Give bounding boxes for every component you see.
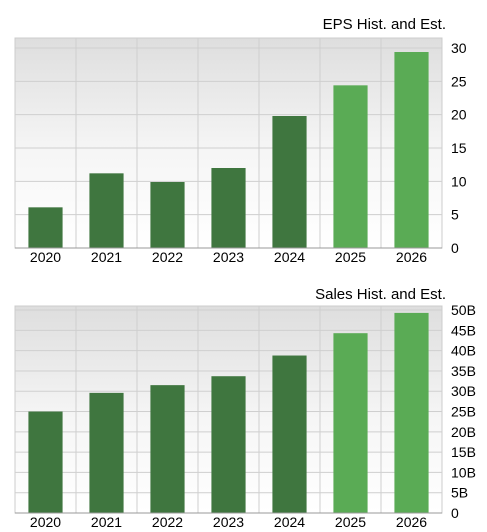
bar-2020: [28, 411, 63, 513]
y-tick-label: 20B: [451, 424, 476, 440]
y-tick-label: 25B: [451, 404, 476, 420]
y-tick-label: 5B: [451, 485, 468, 501]
y-tick-label: 5: [451, 207, 459, 223]
bar-2021: [89, 392, 124, 513]
bar-2021: [89, 173, 124, 248]
sales-bars: [28, 312, 429, 513]
x-tick-label: 2023: [213, 514, 244, 530]
y-tick-label: 15: [451, 140, 467, 156]
x-tick-label: 2020: [30, 514, 61, 530]
bar-2026: [394, 52, 429, 248]
x-tick-label: 2023: [213, 249, 244, 265]
bar-2023: [211, 168, 246, 248]
y-tick-label: 30: [451, 40, 467, 56]
bar-2025: [333, 85, 368, 248]
x-tick-label: 2020: [30, 249, 61, 265]
y-tick-label: 0: [451, 240, 459, 256]
x-tick-label: 2021: [91, 514, 122, 530]
bar-2026: [394, 312, 429, 513]
x-tick-label: 2022: [152, 514, 183, 530]
bar-2022: [150, 385, 185, 513]
eps-chart-title: EPS Hist. and Est.: [323, 16, 446, 33]
x-tick-label: 2025: [335, 514, 366, 530]
y-tick-label: 45B: [451, 322, 476, 338]
bar-2020: [28, 207, 63, 248]
sales-chart: Sales Hist. and Est. 0 5B 10B 15B 20B 25B 30B 3…: [14, 286, 476, 530]
y-tick-label: 30B: [451, 383, 476, 399]
y-tick-label: 40B: [451, 343, 476, 359]
eps-y-axis: 0 5 10 15 20 25 30: [451, 40, 467, 256]
bar-2024: [272, 116, 307, 248]
x-tick-label: 2026: [396, 249, 427, 265]
y-tick-label: 0: [451, 505, 459, 521]
y-tick-label: 10: [451, 173, 467, 189]
y-tick-label: 50B: [451, 302, 476, 318]
x-tick-label: 2022: [152, 249, 183, 265]
sales-chart-title: Sales Hist. and Est.: [315, 286, 446, 303]
x-tick-label: 2024: [274, 249, 305, 265]
y-tick-label: 10B: [451, 464, 476, 480]
x-tick-label: 2021: [91, 249, 122, 265]
x-tick-label: 2024: [274, 514, 305, 530]
x-tick-label: 2026: [396, 514, 427, 530]
sales-x-axis: 2020 2021 2022 2023 2024 2025 2026: [15, 512, 442, 530]
eps-x-axis: 2020 2021 2022 2023 2024 2025 2026: [15, 247, 442, 265]
y-tick-label: 25: [451, 73, 467, 89]
y-tick-label: 15B: [451, 444, 476, 460]
x-tick-label: 2025: [335, 249, 366, 265]
bar-2022: [150, 182, 185, 248]
eps-grid: [15, 38, 442, 248]
bar-2024: [272, 355, 307, 513]
sales-y-axis: 0 5B 10B 15B 20B 25B 30B 35B 40B 45B 50B: [451, 302, 476, 521]
bar-2023: [211, 376, 246, 513]
eps-bars: [28, 52, 429, 248]
y-tick-label: 20: [451, 107, 467, 123]
bar-2025: [333, 333, 368, 513]
y-tick-label: 35B: [451, 363, 476, 379]
